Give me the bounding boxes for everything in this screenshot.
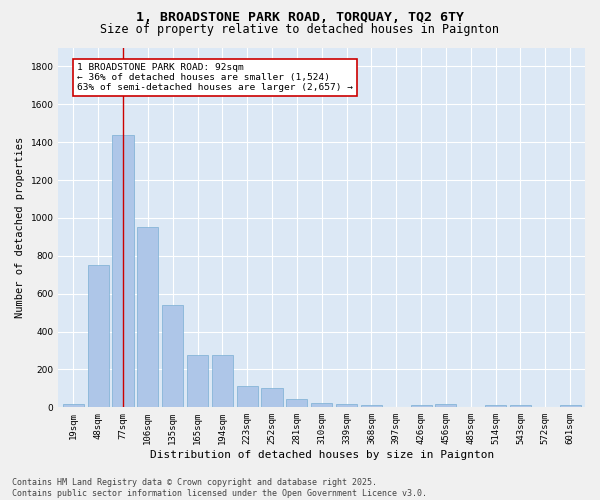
Bar: [212, 356, 233, 408]
Bar: [311, 402, 332, 407]
Bar: [262, 388, 283, 407]
Bar: [112, 134, 134, 407]
Bar: [63, 404, 84, 407]
Bar: [560, 406, 581, 407]
Bar: [137, 228, 158, 408]
Bar: [410, 406, 431, 407]
Text: 1, BROADSTONE PARK ROAD, TORQUAY, TQ2 6TY: 1, BROADSTONE PARK ROAD, TORQUAY, TQ2 6T…: [136, 11, 464, 24]
Bar: [485, 406, 506, 407]
Text: Contains HM Land Registry data © Crown copyright and database right 2025.
Contai: Contains HM Land Registry data © Crown c…: [12, 478, 427, 498]
Bar: [336, 404, 357, 407]
Y-axis label: Number of detached properties: Number of detached properties: [15, 137, 25, 318]
Bar: [236, 386, 258, 407]
Bar: [286, 399, 307, 407]
Bar: [162, 305, 183, 408]
X-axis label: Distribution of detached houses by size in Paignton: Distribution of detached houses by size …: [149, 450, 494, 460]
Text: 1 BROADSTONE PARK ROAD: 92sqm
← 36% of detached houses are smaller (1,524)
63% o: 1 BROADSTONE PARK ROAD: 92sqm ← 36% of d…: [77, 62, 353, 92]
Bar: [361, 406, 382, 407]
Bar: [187, 356, 208, 408]
Bar: [436, 404, 457, 407]
Bar: [88, 266, 109, 408]
Bar: [510, 406, 531, 407]
Text: Size of property relative to detached houses in Paignton: Size of property relative to detached ho…: [101, 22, 499, 36]
